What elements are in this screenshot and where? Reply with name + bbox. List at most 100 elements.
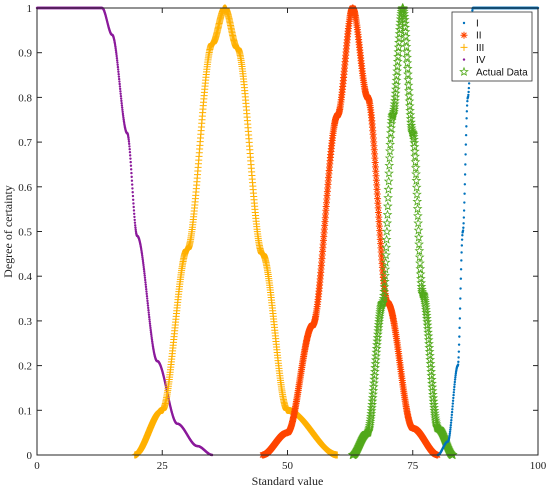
series-point-marker — [131, 191, 134, 194]
series-point-marker — [115, 56, 119, 60]
series-point-marker — [150, 336, 153, 340]
series-point-marker — [120, 101, 123, 105]
series-point-marker — [320, 229, 328, 237]
series-point-marker — [423, 327, 433, 337]
series-point-marker — [118, 85, 122, 88]
series-point-marker — [147, 313, 151, 317]
series-point-marker — [453, 383, 456, 386]
series-point-marker — [380, 270, 390, 280]
series-point-marker — [427, 382, 438, 392]
series-point-marker — [410, 162, 421, 173]
series-point-marker — [141, 254, 144, 257]
series-point-marker — [319, 244, 327, 252]
series-point-marker — [378, 295, 389, 306]
series-point-marker — [382, 226, 392, 236]
series-point-marker — [384, 168, 394, 178]
y-tick-label: 0.1 — [18, 405, 32, 417]
series-point-marker — [143, 274, 146, 277]
series-point-marker — [406, 117, 416, 127]
x-tick-label: 100 — [530, 460, 547, 472]
series-iv — [35, 6, 214, 457]
series-point-marker — [143, 272, 146, 275]
series-point-marker — [377, 252, 385, 260]
series-point-marker — [374, 313, 385, 324]
series-point-marker — [421, 304, 431, 314]
y-tick-label: 0.2 — [18, 361, 32, 373]
series-point-marker — [429, 405, 440, 415]
y-tick-label: 0 — [27, 450, 33, 462]
series-point-marker — [141, 257, 144, 261]
series-point-marker — [414, 245, 425, 256]
series-point-marker — [449, 421, 453, 424]
series-point-marker — [457, 356, 460, 359]
series-point-marker — [373, 319, 384, 329]
series-point-marker — [372, 172, 380, 180]
series-point-marker — [460, 251, 463, 254]
series-point-marker — [133, 215, 136, 219]
series-point-marker — [458, 317, 462, 320]
series-point-marker — [130, 171, 133, 175]
series-point-marker — [412, 196, 423, 206]
series-point-marker — [378, 263, 386, 271]
series-point-marker — [116, 61, 119, 64]
series-point-marker — [428, 392, 439, 403]
series-point-marker — [147, 309, 150, 312]
series-point-marker — [409, 134, 419, 144]
series-point-marker — [322, 199, 330, 207]
series-point-marker — [128, 148, 131, 151]
series-point-marker — [129, 160, 132, 164]
series-point-marker — [384, 153, 395, 163]
series-point-marker — [134, 226, 137, 229]
series-point-marker — [366, 411, 376, 421]
series-point-marker — [130, 179, 134, 182]
series-point-marker — [378, 256, 386, 264]
series-point-marker — [373, 325, 384, 336]
y-tick-label: 0.7 — [18, 137, 32, 149]
series-point-marker — [411, 182, 422, 192]
series-point-marker — [382, 218, 393, 228]
series-point-marker — [320, 225, 328, 233]
series-point-marker — [133, 221, 137, 224]
series-point-marker — [371, 343, 382, 353]
series-point-marker — [130, 183, 134, 186]
legend-symbol-marker — [462, 21, 466, 25]
series-point-marker — [373, 190, 381, 198]
series-point-marker — [120, 99, 123, 103]
series-point-marker — [384, 160, 395, 170]
series-point-marker — [372, 167, 380, 175]
series-point-marker — [130, 175, 133, 179]
series-point-marker — [366, 408, 377, 418]
series-point-marker — [405, 113, 416, 124]
series-point-marker — [379, 281, 390, 292]
series-point-marker — [370, 142, 378, 150]
series-point-marker — [412, 210, 423, 221]
series-point-marker — [465, 104, 469, 107]
series-point-marker — [382, 201, 393, 211]
series-point-marker — [381, 242, 392, 252]
series-point-marker — [467, 93, 470, 97]
series-point-marker — [148, 320, 151, 323]
series-point-marker — [390, 95, 400, 106]
series-point-marker — [374, 209, 382, 217]
series-point-marker — [372, 332, 383, 342]
series-point-marker — [114, 50, 118, 54]
series-point-marker — [132, 205, 135, 209]
series-point-marker — [374, 195, 382, 203]
series-point-marker — [148, 315, 151, 319]
series-point-marker — [452, 391, 456, 394]
series-point-marker — [389, 98, 400, 109]
series-point-marker — [323, 195, 331, 203]
series-point-marker — [458, 307, 462, 310]
series-point-marker — [148, 322, 152, 325]
series-point-marker — [150, 332, 153, 336]
series-point-marker — [368, 385, 379, 395]
series-point-marker — [365, 416, 376, 426]
series-point-marker — [462, 209, 466, 212]
series-point-marker — [448, 432, 452, 435]
series-point-marker — [322, 210, 330, 218]
series-point-marker — [142, 263, 145, 267]
series-point-marker — [399, 11, 410, 21]
series-point-marker — [464, 143, 468, 146]
series-point-marker — [371, 150, 379, 158]
